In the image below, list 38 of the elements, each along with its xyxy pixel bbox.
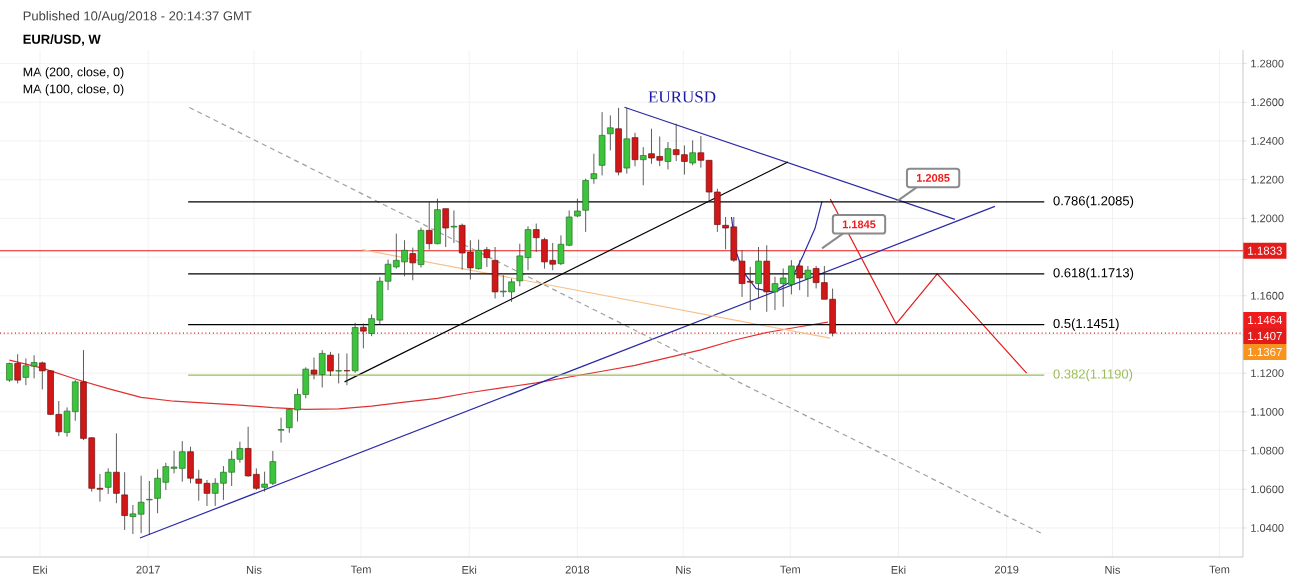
ref-line-label: 1.1407 (1248, 331, 1282, 341)
series-label: 0.786(1.2085) (1053, 195, 1134, 208)
annotation: 1.2085 (916, 174, 950, 182)
chart-title: EUR/USD, W (23, 34, 101, 46)
y-tick-label: 1.1200 (1251, 369, 1284, 378)
x-tick-label: Nis (246, 565, 262, 574)
x-tick-label: Eki (891, 565, 906, 574)
y-tick-label: 1.2600 (1251, 98, 1284, 107)
annotation: EURUSD (648, 91, 716, 103)
annotation: MA (200, close, 0) (23, 67, 124, 79)
y-tick-label: 1.2800 (1251, 59, 1284, 68)
x-tick-label: Nis (676, 565, 691, 574)
annotation: 1.1845 (842, 220, 876, 229)
y-tick-label: 1.0600 (1251, 485, 1284, 494)
x-tick-label: Eki (33, 565, 47, 574)
y-tick-label: 1.2200 (1251, 175, 1284, 184)
text: Published 10/Aug/2018 - 20:14:37 GMT (23, 10, 252, 24)
series-label: 0.5(1.1451) (1053, 318, 1119, 331)
x-tick-label: Tem (780, 565, 800, 574)
x-tick-label: Eki (462, 565, 477, 574)
y-tick-label: 1.2000 (1251, 214, 1284, 223)
x-tick-label: Nis (1105, 565, 1121, 574)
x-tick-label: 2017 (136, 565, 160, 574)
y-tick-label: 1.0400 (1251, 524, 1284, 532)
annotation: MA (100, close, 0) (23, 84, 124, 96)
text: 1.1464 (1248, 315, 1283, 325)
y-tick-label: 1.2400 (1251, 137, 1284, 145)
x-tick-label: 2018 (565, 565, 590, 574)
x-tick-label: Tem (350, 565, 371, 574)
series-label: 0.618(1.1713) (1053, 267, 1134, 280)
x-tick-label: Tem (1209, 565, 1230, 574)
y-tick-label: 1.0800 (1251, 446, 1284, 455)
text: 1.1367 (1248, 347, 1282, 357)
series-label: 0.382(1.1190) (1053, 369, 1133, 382)
ref-line-label: 1.1833 (1248, 246, 1282, 255)
x-tick-label: 2019 (994, 565, 1019, 574)
y-tick-label: 1.1600 (1251, 291, 1284, 300)
y-tick-label: 1.1000 (1251, 407, 1284, 416)
